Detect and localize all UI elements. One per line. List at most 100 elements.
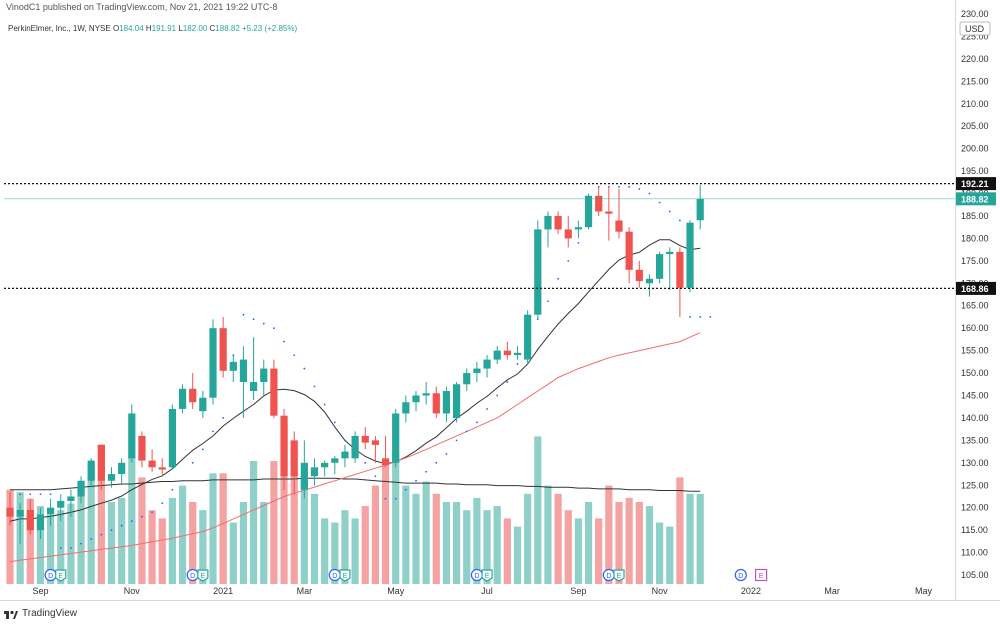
earnings-icon[interactable]: E xyxy=(339,569,351,582)
price-tick-label: 135.00 xyxy=(961,435,989,445)
volume-bar xyxy=(250,461,258,584)
candle xyxy=(97,444,105,490)
volume-bar xyxy=(564,510,572,584)
volume-bar xyxy=(331,522,339,584)
psar-dot xyxy=(171,488,174,491)
candle-body xyxy=(209,328,217,398)
candle-body xyxy=(219,328,227,371)
event-letter: D xyxy=(332,573,337,580)
price-tick-label: 160.00 xyxy=(961,323,989,333)
price-tick-label: 150.00 xyxy=(961,368,989,378)
volume-bar xyxy=(310,493,319,584)
candle-body xyxy=(554,215,562,230)
psar-dot xyxy=(100,533,103,536)
dividend-icon[interactable]: D xyxy=(44,568,57,582)
volume-bar xyxy=(371,485,379,584)
high-value: 191.91 xyxy=(151,24,177,33)
price-tick-label: 215.00 xyxy=(961,76,989,86)
psar-dot xyxy=(323,403,326,406)
candle-body xyxy=(229,361,237,371)
volume-bar xyxy=(483,510,491,584)
dividend-icon[interactable]: D xyxy=(602,568,615,582)
earnings-icon[interactable]: E xyxy=(481,569,493,582)
candle-body xyxy=(361,435,369,443)
candle xyxy=(77,476,85,504)
psar-dot xyxy=(70,547,72,549)
volume-bar xyxy=(534,436,542,584)
dividend-icon[interactable]: D xyxy=(734,568,747,582)
psar-dot xyxy=(344,439,346,442)
psar-dot xyxy=(242,313,245,316)
volume-bar xyxy=(584,502,593,584)
earnings-icon[interactable]: E xyxy=(754,568,768,582)
volume-bar xyxy=(280,420,288,584)
psar-dot xyxy=(709,316,712,318)
psar-dot xyxy=(476,421,478,424)
psar-dot xyxy=(547,300,549,303)
dividend-icon[interactable]: D xyxy=(328,568,341,582)
price-tick-label: 180.00 xyxy=(961,233,989,243)
candle-body xyxy=(635,269,643,282)
volume-bar xyxy=(442,502,451,584)
candle xyxy=(574,220,582,239)
psar-dot xyxy=(19,493,22,496)
volume-bar xyxy=(696,493,704,584)
earnings-marker xyxy=(55,569,67,582)
price-tick-label: 185.00 xyxy=(961,211,989,221)
candle xyxy=(189,373,197,409)
candle-body xyxy=(392,413,400,463)
candle-body xyxy=(696,198,704,221)
volume-bar xyxy=(107,502,116,584)
candle-body xyxy=(6,507,14,517)
volume-bar xyxy=(148,510,156,584)
candle xyxy=(676,247,684,317)
psar-dot xyxy=(39,493,42,496)
candle xyxy=(321,460,329,477)
time-tick-label: May xyxy=(915,586,933,596)
volume-bar xyxy=(544,485,552,584)
candle-body xyxy=(16,509,24,517)
tradingview-brand[interactable]: TradingView xyxy=(4,608,77,619)
psar-dot xyxy=(455,439,458,442)
candle xyxy=(503,341,511,360)
time-tick-label: Mar xyxy=(297,586,313,596)
candle xyxy=(453,382,461,423)
candle-body xyxy=(584,195,593,228)
candle-body xyxy=(666,251,674,255)
candle-body xyxy=(432,393,440,414)
volume-bar xyxy=(300,485,308,584)
candle xyxy=(625,227,633,284)
price-tick-label: 110.00 xyxy=(961,548,988,558)
candle-body xyxy=(128,413,136,459)
candle xyxy=(168,404,176,470)
candle-body xyxy=(686,222,694,288)
candle-body xyxy=(87,460,95,481)
close-value: 188.82 xyxy=(215,24,240,33)
price-tick-label: 220.00 xyxy=(961,54,989,64)
candle xyxy=(422,382,430,405)
earnings-icon[interactable]: E xyxy=(55,569,67,582)
candle xyxy=(250,337,258,400)
psar-dot xyxy=(567,259,570,262)
candle-body xyxy=(168,408,176,468)
candle xyxy=(67,489,75,517)
volume-bar xyxy=(463,510,471,584)
dividend-icon[interactable]: D xyxy=(186,568,199,582)
candle-body xyxy=(270,368,278,416)
candle-body xyxy=(290,440,298,477)
dividend-icon[interactable]: D xyxy=(470,568,483,582)
psar-dot xyxy=(293,354,296,357)
psar-dot xyxy=(201,448,204,451)
earnings-icon[interactable]: E xyxy=(197,569,209,582)
time-tick-label: Nov xyxy=(652,586,669,596)
candle-body xyxy=(138,435,146,461)
price-tick-label: 125.00 xyxy=(961,480,989,490)
candle xyxy=(148,449,156,472)
earnings-icon[interactable]: E xyxy=(613,569,625,582)
psar-dot xyxy=(435,461,438,464)
psar-dot xyxy=(699,316,702,318)
earnings-marker xyxy=(197,569,209,582)
psar-dot xyxy=(628,185,631,188)
psar-dot xyxy=(141,515,143,518)
